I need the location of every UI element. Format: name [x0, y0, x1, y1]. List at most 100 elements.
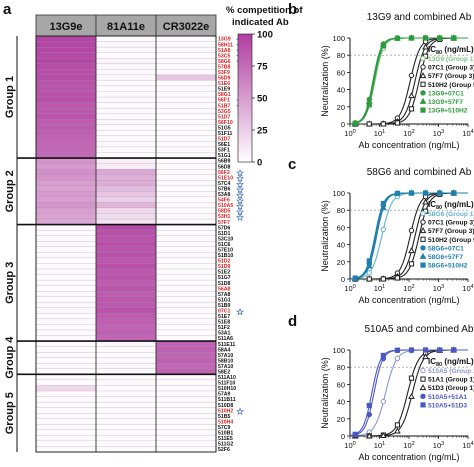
- row-label: 51D9: [218, 264, 231, 270]
- data-point: [451, 190, 457, 196]
- heatmap-cell: [155, 191, 217, 198]
- heatmap-cell: [155, 385, 217, 392]
- heatmap-cell: [95, 124, 157, 131]
- heatmap-cell: [155, 340, 217, 348]
- row-label: 511A10: [218, 375, 236, 381]
- data-point: [380, 200, 386, 207]
- heatmap-cell: [35, 119, 97, 126]
- heatmap-cell: [35, 52, 97, 59]
- panel-a-heatmap: a 13G9e 81A11e CR3022e 13G9 ☆ 58H11 ☆ 51A8 ☆ 53C5 ☆…: [3, 1, 303, 453]
- data-point: [451, 347, 457, 353]
- legend-entry: 13G9+510H2: [428, 108, 468, 115]
- heatmap-cell: [35, 307, 97, 314]
- legend-title: IC80 (ng/mL): [428, 357, 474, 368]
- legend-entry: 58G6 (Group 1): [428, 211, 474, 218]
- x-tick-label: 100: [344, 129, 355, 138]
- x-tick-label: 103: [433, 129, 444, 138]
- x-tick-label: 104: [462, 284, 473, 293]
- data-point: [352, 275, 358, 281]
- row-label: 51C6: [218, 242, 231, 248]
- heatmap-cell: [95, 102, 157, 109]
- row-label: 56E1: [218, 142, 230, 148]
- legend-marker: [420, 81, 426, 87]
- row-label: 51F11: [218, 131, 233, 137]
- heatmap-cell: [95, 274, 157, 281]
- data-point: [422, 353, 429, 360]
- legend-tick-label: 50: [257, 94, 268, 105]
- heatmap-cell: [95, 418, 157, 425]
- heatmap-cell: [35, 324, 97, 331]
- heatmap-cell: [155, 329, 217, 336]
- heatmap-cell: [35, 329, 97, 336]
- star-icon: ☆: [236, 207, 245, 217]
- row-label: 57A10: [218, 353, 233, 359]
- row-label: 53A8: [218, 192, 231, 198]
- heatmap-cell: [155, 313, 217, 320]
- heatmap-cell: [95, 302, 157, 309]
- row-label: 56A8: [218, 286, 231, 292]
- legend-entry: 51A1 (Group 1): [428, 377, 474, 384]
- heatmap-cell: [35, 207, 97, 214]
- y-axis-label: Neutralization (%): [320, 45, 330, 117]
- legend-marker: [420, 236, 426, 242]
- legend-colorbar: [237, 33, 253, 163]
- heatmap-cell: [155, 63, 217, 70]
- x-tick-label: 103: [433, 441, 444, 450]
- row-label: 51B5: [218, 414, 231, 420]
- data-point: [408, 247, 415, 254]
- legend-marker: [419, 97, 427, 104]
- heatmap-cell: [95, 213, 157, 220]
- row-label: 51D7: [218, 137, 231, 143]
- x-axis-label: Ab concentration (ng/mL): [358, 452, 459, 462]
- legend-marker: [420, 393, 426, 399]
- legend-marker: [419, 384, 427, 391]
- legend-marker: [420, 402, 426, 408]
- heatmap-cell: [95, 35, 157, 42]
- row-label: 57B6: [218, 186, 231, 192]
- y-tick-label: 0: [341, 432, 345, 441]
- legend-marker: [420, 90, 426, 96]
- data-point: [408, 190, 415, 196]
- heatmap-cell: [95, 440, 157, 447]
- heatmap-cell: [155, 58, 217, 65]
- legend-tick-label: 100: [257, 30, 273, 41]
- star-icon: ☆: [236, 196, 245, 206]
- heatmap-cell: [35, 346, 97, 353]
- data-point: [380, 121, 386, 127]
- heatmap-cell: [35, 418, 97, 425]
- row-label: 56B9: [218, 159, 231, 165]
- heatmap-cell: [155, 252, 217, 259]
- heatmap-cell: [95, 424, 157, 431]
- heatmap-cell: [155, 424, 217, 431]
- row-label: 511G2: [218, 442, 233, 448]
- heatmap-cell: [95, 119, 157, 126]
- heatmap-cell: [35, 235, 97, 242]
- row-label: 57B8: [218, 64, 231, 70]
- row-label: 58E2: [218, 370, 230, 376]
- heatmap-cell: [95, 157, 157, 164]
- row-label: 58H11: [218, 42, 233, 48]
- heatmap-cell: [35, 313, 97, 320]
- heatmap-cell: [35, 74, 97, 81]
- column-header: 81A11e: [107, 21, 145, 33]
- data-point: [408, 72, 415, 79]
- heatmap-cell: [35, 91, 97, 98]
- heatmap-cell: [155, 324, 217, 331]
- legend-entry: 07C1 (Group 3): [428, 220, 474, 227]
- row-label: 510B1: [218, 431, 233, 437]
- heatmap-cell: [95, 168, 157, 176]
- panel-b-neutralization-chart: b 13G9 and combined Ab 0 20 40 60 80 100 100 101 1…: [288, 1, 474, 150]
- heatmap-cell: [155, 401, 217, 409]
- heatmap-cell: [155, 246, 217, 253]
- heatmap-cell: [155, 130, 217, 137]
- data-point: [352, 431, 358, 437]
- heatmap-cell: [155, 46, 217, 54]
- heatmap-cell: [95, 85, 157, 92]
- legend-marker: [420, 245, 426, 251]
- heatmap-cell: [35, 257, 97, 264]
- data-point: [379, 431, 387, 439]
- heatmap-cell: [35, 285, 97, 292]
- y-tick-label: 40: [337, 241, 345, 250]
- heatmap-cell: [95, 357, 157, 364]
- y-tick-label: 100: [332, 34, 345, 43]
